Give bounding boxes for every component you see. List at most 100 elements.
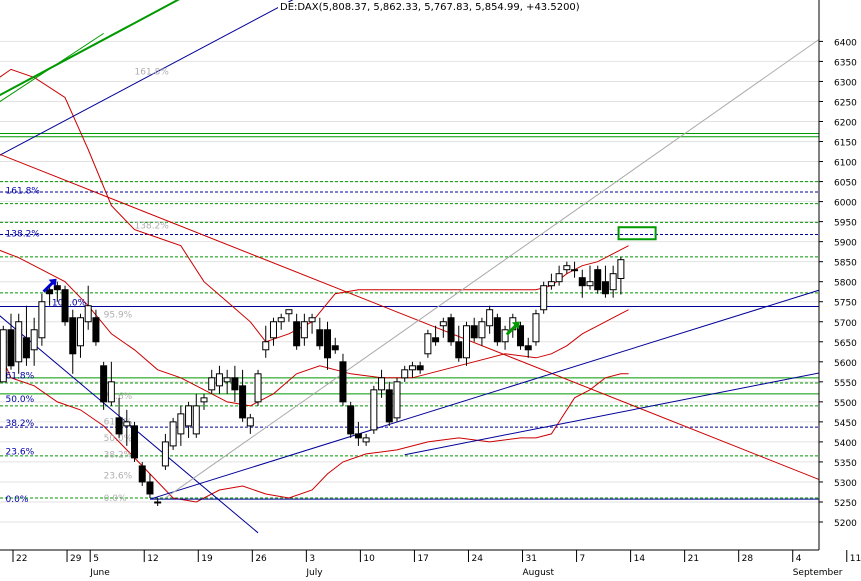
candle-body [470, 325, 478, 339]
y-tick-label: 6050 [834, 179, 857, 189]
x-tick-label: 4 [796, 554, 802, 564]
candle [223, 369, 231, 394]
x-month-label: September [793, 568, 843, 577]
y-tick-label: 5750 [834, 299, 857, 309]
band-lower-line [0, 351, 629, 503]
candle [594, 265, 602, 294]
y-tick-label: 5300 [834, 479, 857, 489]
candle-body [424, 333, 432, 355]
candle [293, 313, 301, 350]
candle [486, 305, 494, 334]
candle-body [138, 465, 146, 483]
y-tick-label: 5950 [834, 219, 857, 229]
candle-body [215, 373, 223, 387]
candle-body [370, 389, 378, 431]
candle-body [15, 321, 23, 363]
y-tick-label: 5200 [834, 519, 857, 529]
y-tick-label: 6200 [834, 119, 857, 129]
candle-body [601, 281, 609, 295]
x-tick-label: 11 [850, 554, 861, 564]
x-tick-label: 5 [93, 554, 99, 564]
band-middle-line [0, 249, 629, 407]
candle [563, 261, 571, 274]
candle [115, 397, 123, 438]
x-tick-label: 17 [417, 554, 428, 564]
x-tick-label: 22 [16, 554, 27, 564]
candle [61, 285, 69, 326]
candle [370, 385, 378, 434]
fib-label: 23.6% [6, 448, 35, 458]
trendline [0, 32, 104, 103]
y-tick-label: 6250 [834, 98, 857, 108]
candle-body [555, 273, 563, 283]
candle-body [339, 361, 347, 403]
trendline [165, 38, 819, 499]
candle [424, 329, 432, 358]
trendline [0, 0, 294, 156]
candle-body [378, 377, 386, 391]
candle [416, 361, 424, 374]
candle-body [169, 421, 177, 447]
candle-body [208, 377, 216, 391]
candle [285, 309, 293, 322]
candle-body [540, 285, 548, 311]
candle-body [76, 317, 84, 347]
candle-body [578, 277, 586, 287]
candle-body [231, 377, 239, 391]
candle [38, 293, 46, 346]
x-tick-label: 24 [471, 554, 483, 564]
candle [470, 317, 478, 342]
candle [46, 285, 54, 306]
y-tick-label: 5250 [834, 499, 857, 509]
candle [246, 413, 254, 434]
candle-body [493, 317, 501, 343]
y-tick-label: 5400 [834, 439, 857, 449]
candle [571, 261, 579, 278]
candle [532, 309, 540, 346]
fib-label: 100.0% [52, 299, 87, 309]
candle-body [161, 441, 169, 467]
candle-body [53, 285, 61, 291]
candle [269, 317, 277, 346]
candle-body [84, 305, 92, 323]
candle [547, 273, 555, 290]
candle-body [177, 413, 185, 435]
fib-label: 161.8% [6, 187, 41, 197]
candle-body [131, 425, 139, 459]
candle-body [617, 259, 625, 279]
candle-body [432, 337, 440, 343]
candle-body [38, 301, 46, 339]
candle-body [22, 337, 30, 359]
candle-body [107, 381, 115, 403]
candle [185, 401, 193, 438]
candle [177, 405, 185, 446]
candle [215, 365, 223, 394]
candle [447, 313, 455, 346]
y-tick-label: 6400 [834, 38, 857, 48]
candle [123, 409, 131, 446]
candle-body [439, 321, 447, 327]
candle [100, 361, 108, 410]
fib-label-grey: 138.2% [135, 221, 170, 231]
candle [84, 285, 92, 330]
candle [231, 365, 239, 402]
candle-body [393, 381, 401, 419]
candle-body [192, 405, 200, 435]
candle [239, 369, 247, 422]
candle [316, 317, 324, 350]
trendline [404, 372, 819, 456]
candle-body [362, 437, 370, 443]
candle-body [146, 481, 154, 495]
candle-body [324, 329, 332, 359]
candle [408, 361, 416, 378]
y-tick-label: 5350 [834, 459, 857, 469]
candle [169, 417, 177, 450]
candle [76, 313, 84, 358]
candle-body [223, 377, 231, 383]
fib-label-grey: 0.0% [104, 494, 127, 504]
candle [586, 265, 594, 290]
candle-body [416, 365, 424, 371]
y-tick-label: 5850 [834, 259, 857, 269]
candle [439, 317, 447, 338]
plot-background [0, 0, 819, 550]
